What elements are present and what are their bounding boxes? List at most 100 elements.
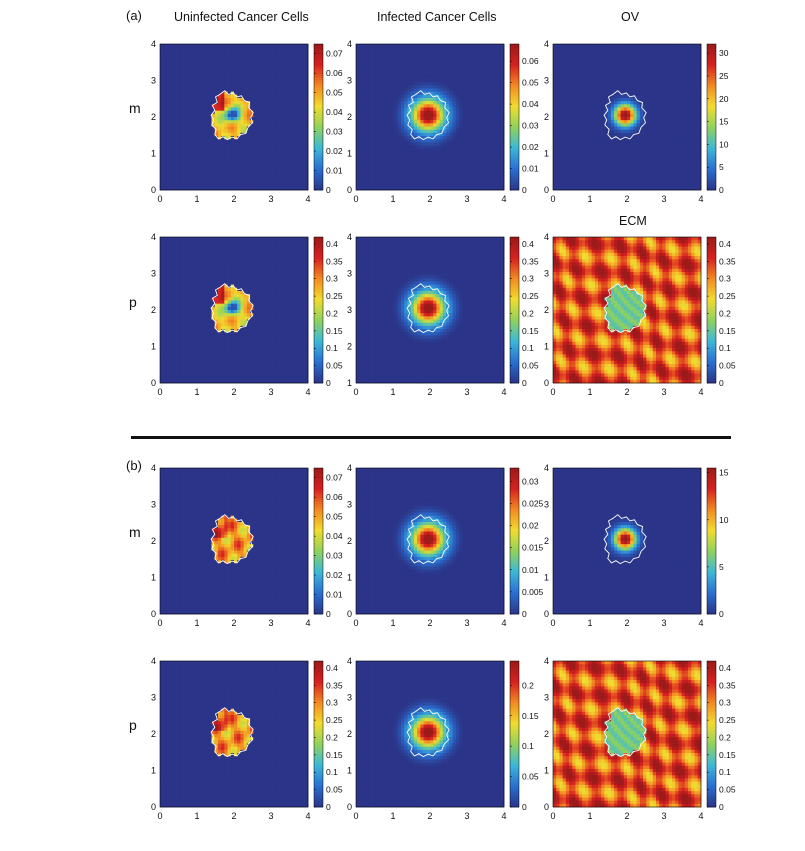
- heatmap-cell: [256, 136, 261, 140]
- heatmap-cell: [211, 129, 216, 134]
- heatmap-cell: [253, 151, 257, 156]
- colorbar-segment: [314, 58, 323, 62]
- heatmap-cell: [256, 85, 261, 89]
- heatmap-cell: [397, 129, 402, 134]
- heatmap-cell: [458, 126, 463, 131]
- heatmap-cell: [201, 104, 206, 108]
- heatmap-cell: [179, 101, 183, 105]
- heatmap-cell: [272, 183, 277, 188]
- heatmap-cell: [372, 66, 376, 70]
- heatmap-cell: [433, 53, 437, 58]
- heatmap-cell: [559, 174, 563, 178]
- heatmap-cell: [487, 85, 492, 89]
- heatmap-cell: [285, 117, 290, 121]
- heatmap-cell: [246, 161, 251, 165]
- heatmap-cell: [179, 164, 183, 169]
- heatmap-cell: [433, 59, 437, 64]
- heatmap-cell: [295, 82, 299, 86]
- heatmap-cell: [240, 123, 244, 127]
- heatmap-cell: [365, 126, 370, 131]
- heatmap-cell: [237, 123, 241, 127]
- heatmap-cell: [417, 177, 421, 181]
- heatmap-cell: [475, 139, 479, 143]
- heatmap-cell: [487, 47, 492, 51]
- heatmap-cell: [372, 142, 376, 146]
- heatmap-cell: [468, 129, 473, 134]
- heatmap-cell: [433, 44, 437, 48]
- x-tick-label: 0: [157, 194, 162, 204]
- heatmap-cell: [442, 78, 447, 83]
- heatmap-cell: [436, 113, 440, 118]
- heatmap-cell: [430, 110, 434, 115]
- heatmap-cell: [442, 44, 447, 48]
- heatmap-cell: [439, 94, 444, 99]
- heatmap-cell: [179, 97, 183, 102]
- heatmap-cell: [575, 177, 580, 181]
- heatmap-cell: [221, 63, 225, 67]
- heatmap-cell: [375, 139, 379, 143]
- heatmap-cell: [417, 174, 421, 178]
- heatmap-cell: [401, 53, 405, 58]
- heatmap-cell: [588, 170, 592, 175]
- heatmap-cell: [423, 170, 428, 175]
- heatmap-cell: [439, 180, 444, 184]
- heatmap-cell: [585, 139, 589, 143]
- colorbar-segment: [314, 126, 323, 130]
- heatmap-cell: [575, 88, 580, 92]
- heatmap-cell: [211, 59, 216, 64]
- heatmap-cell: [356, 53, 360, 58]
- heatmap-cell: [205, 56, 209, 61]
- heatmap-cell: [475, 66, 479, 70]
- heatmap-cell: [166, 47, 170, 51]
- heatmap-cell: [475, 107, 479, 111]
- heatmap-cell: [291, 151, 296, 156]
- heatmap-cell: [449, 158, 453, 162]
- heatmap-cell: [188, 53, 193, 58]
- heatmap-cell: [575, 186, 580, 191]
- heatmap-cell: [362, 82, 366, 86]
- heatmap-cell: [214, 164, 219, 169]
- heatmap-cell: [500, 69, 505, 73]
- heatmap-cell: [455, 132, 460, 137]
- heatmap-cell: [176, 44, 180, 48]
- heatmap-cell: [272, 85, 277, 89]
- heatmap-cell: [401, 47, 405, 51]
- heatmap-cell: [163, 63, 167, 67]
- heatmap-cell: [394, 174, 399, 178]
- heatmap-cell: [581, 167, 586, 172]
- heatmap-cell: [227, 126, 232, 131]
- heatmap-cell: [452, 145, 457, 150]
- heatmap-cell: [172, 97, 177, 102]
- heatmap-cell: [234, 170, 238, 175]
- heatmap-cell: [237, 164, 241, 169]
- heatmap-cell: [401, 85, 405, 89]
- heatmap-cell: [208, 174, 212, 178]
- heatmap-cell: [214, 53, 219, 58]
- heatmap-cell: [295, 85, 299, 89]
- heatmap-cell: [572, 104, 576, 108]
- heatmap-cell: [391, 66, 395, 70]
- heatmap-cell: [288, 129, 293, 134]
- heatmap-cell: [397, 88, 402, 92]
- heatmap-cell: [436, 91, 440, 96]
- heatmap-cell: [362, 113, 366, 118]
- heatmap-cell: [388, 53, 392, 58]
- heatmap-cell: [420, 123, 424, 127]
- heatmap-cell: [481, 123, 486, 127]
- heatmap-cell: [404, 136, 408, 140]
- heatmap-cell: [262, 155, 267, 159]
- heatmap-cell: [272, 117, 277, 121]
- heatmap-cell: [275, 50, 280, 54]
- heatmap-cell: [588, 101, 592, 105]
- heatmap-cell: [375, 82, 379, 86]
- heatmap-cell: [388, 50, 392, 54]
- heatmap-cell: [246, 167, 251, 172]
- heatmap-cell: [362, 148, 366, 153]
- heatmap-cell: [572, 180, 576, 184]
- heatmap-cell: [237, 142, 241, 146]
- heatmap-cell: [478, 113, 482, 118]
- heatmap-cell: [430, 78, 434, 83]
- heatmap-cell: [569, 69, 573, 73]
- heatmap-cell: [275, 94, 280, 99]
- heatmap-cell: [301, 164, 306, 169]
